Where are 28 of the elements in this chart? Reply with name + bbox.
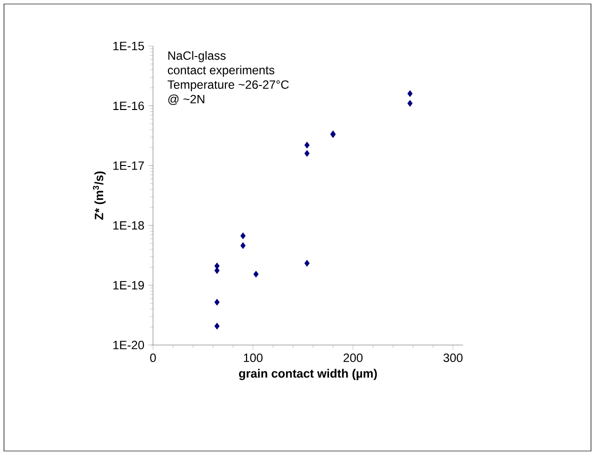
x-tick-label: 300	[443, 354, 463, 362]
y-tick-label: 1E-15	[113, 42, 144, 50]
point	[304, 260, 310, 267]
y-tick-label: 1E-17	[113, 161, 144, 170]
annotation: contact experiments	[168, 66, 274, 77]
point	[304, 142, 310, 149]
point	[407, 100, 413, 107]
y-tick-label: 1E-18	[113, 221, 144, 230]
y-tick-label: 1E-19	[113, 280, 144, 290]
point	[253, 270, 259, 278]
x-tick-label: 0	[150, 354, 156, 362]
y-axis-title: Z* (m$^{3}$/s)	[92, 172, 106, 220]
point	[214, 262, 220, 270]
annotation: Temperature ~26-27°C	[168, 80, 289, 92]
point	[214, 267, 220, 274]
point	[214, 322, 220, 330]
x-tick-label: 100	[244, 354, 263, 362]
point	[304, 150, 310, 157]
x-tick-label: 200	[344, 354, 363, 362]
point	[214, 298, 220, 306]
y-tick-label: 1E-16	[113, 102, 144, 110]
x-axis-title: grain contact width (µm)	[239, 368, 377, 380]
point	[240, 232, 246, 240]
point	[240, 242, 246, 249]
y-tick-label: 1E-20	[113, 340, 144, 350]
annotation: @ ~2N	[168, 94, 204, 105]
annotation: NaCl-glass	[168, 51, 226, 62]
point	[407, 90, 413, 98]
